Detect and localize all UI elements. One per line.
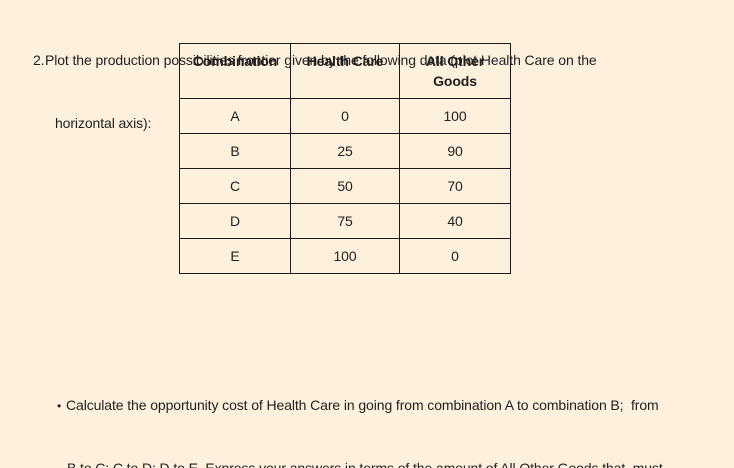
header-combination: Combination: [179, 43, 291, 99]
cell-combination: D: [179, 203, 291, 239]
cell-health-care: 25: [290, 133, 400, 169]
cell-combination: B: [179, 133, 291, 169]
table-row: C 50 70: [179, 168, 511, 204]
cell-all-other-goods: 90: [399, 133, 511, 169]
bullet-text: Calculate the opportunity cost of Health…: [66, 397, 659, 413]
cell-health-care: 0: [290, 98, 400, 134]
table-header-row: Combination Health Care All Other Goods: [179, 43, 511, 99]
cell-health-care: 75: [290, 203, 400, 239]
question-number: 2.: [33, 52, 45, 68]
cell-health-care: 50: [290, 168, 400, 204]
bullet-marker: •: [57, 399, 62, 413]
cell-combination: C: [179, 168, 291, 204]
cell-combination: E: [179, 238, 291, 274]
bullet-line: • Calculate the opportunity cost of Healt…: [57, 395, 663, 416]
table-row: A 0 100: [179, 98, 511, 134]
cell-all-other-goods: 100: [399, 98, 511, 134]
table-row: D 75 40: [179, 203, 511, 239]
header-health-care: Health Care: [290, 43, 400, 99]
cell-all-other-goods: 70: [399, 168, 511, 204]
cell-health-care: 100: [290, 238, 400, 274]
bullet-text: B to C; C to D; D to E. Express your ans…: [67, 460, 663, 468]
cell-all-other-goods: 40: [399, 203, 511, 239]
table-row: B 25 90: [179, 133, 511, 169]
question-text-line-2: horizontal axis):: [55, 115, 152, 131]
bullet-item-opportunity-cost: • Calculate the opportunity cost of Healt…: [57, 353, 663, 468]
cell-all-other-goods: 0: [399, 238, 511, 274]
header-all-other-goods: All Other Goods: [399, 43, 511, 99]
table-row: E 100 0: [179, 238, 511, 274]
ppf-data-table: Combination Health Care All Other Goods …: [179, 43, 511, 274]
sub-questions-list: • Calculate the opportunity cost of Healt…: [57, 311, 663, 468]
cell-combination: A: [179, 98, 291, 134]
